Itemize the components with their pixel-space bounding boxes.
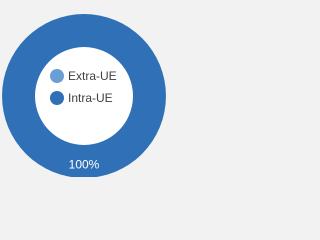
data-label: 100% <box>69 158 100 172</box>
legend-label: Extra-UE <box>68 69 117 83</box>
legend-marker <box>50 91 64 105</box>
donut-slice <box>2 14 166 177</box>
legend-marker <box>50 69 64 83</box>
page: {"chart_data": {"type": "donut", "catego… <box>0 0 168 177</box>
legend-label: Intra-UE <box>68 91 113 105</box>
